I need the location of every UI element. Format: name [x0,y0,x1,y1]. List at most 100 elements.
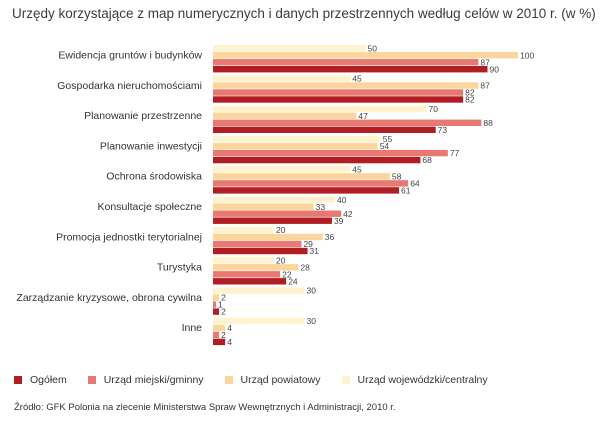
bar [213,278,287,285]
legend-swatch [341,376,350,384]
bar [213,112,357,119]
data-label: 2 [221,330,226,340]
data-label: 50 [368,43,378,53]
data-label: 1 [218,300,223,310]
data-label: 82 [465,88,475,98]
legend: Ogółem Urząd miejski/gminny Urząd powiatow… [14,374,509,386]
bar [213,82,479,89]
bar [213,119,482,126]
data-label: 40 [337,195,347,205]
bar [213,233,323,241]
bar [213,196,335,203]
legend-label: Urząd wojewódzki/centralny [357,374,488,386]
data-label: 22 [282,269,292,279]
data-label: 77 [450,148,460,158]
data-label: 45 [352,165,362,175]
data-label: 55 [383,134,393,144]
bar [213,96,464,103]
legend-label: Ogółem [30,374,67,386]
bar [213,126,436,133]
bar [213,75,351,82]
category-label: Konsultacje społeczne [98,201,203,213]
bar [213,317,305,325]
legend-label: Urząd powiatowy [240,374,321,386]
bar [213,287,305,294]
bar [213,271,281,278]
data-label: 61 [401,186,411,196]
bar [213,240,302,248]
bar [213,66,488,73]
category-label: Ewidencja gruntów i budynków [58,50,202,62]
legend-swatch [87,376,96,384]
bar [213,226,274,234]
data-label: 54 [380,141,390,151]
category-label: Planowanie inwestycji [100,140,202,152]
data-label: 39 [334,216,344,226]
bar [213,45,366,52]
data-label: 20 [276,225,286,235]
category-label: Inne [182,322,203,334]
data-label: 45 [352,74,362,84]
category-label: Promocja jednostki terytorialnej [56,231,202,243]
data-label: 42 [343,209,353,219]
category-label: Zarządzanie kryzysowe, obrona cywilna [16,292,202,304]
bar [213,142,378,150]
data-label: 30 [307,286,317,296]
chart-title: Urzędy korzystające z map numerycznych i… [12,6,596,21]
bar [213,149,448,157]
legend-item: Urząd miejski/gminny [87,374,204,386]
legend-swatch [14,376,22,384]
bar [213,301,217,308]
data-label: 73 [438,125,448,135]
bar [213,217,332,224]
data-label: 87 [480,57,490,67]
data-label: 82 [465,95,475,105]
data-label: 33 [316,202,326,212]
data-label: 2 [221,307,226,317]
data-label: 24 [288,276,298,286]
bar [213,59,479,66]
data-label: 2 [221,293,226,303]
data-label: 64 [410,179,420,189]
bar [213,210,342,217]
bar [213,156,421,164]
bar [213,180,409,187]
data-label: 100 [520,50,534,60]
bar [213,135,381,143]
legend-label: Urząd miejski/gminny [103,374,204,386]
data-label: 87 [480,81,490,91]
bar [213,264,299,271]
bar [213,52,518,59]
legend-item: Urząd wojewódzki/centralny [341,374,488,386]
category-label: Planowanie przestrzenne [84,110,202,122]
source-note: Źródło: GFK Polonia na zlecenie Minister… [14,402,396,413]
data-label: 58 [392,172,402,182]
bar [213,173,390,180]
bar [213,105,427,112]
data-label: 4 [227,337,232,347]
bar [213,247,308,255]
bar [213,294,220,301]
data-label: 29 [303,239,313,249]
data-label: 28 [300,262,310,272]
bar [213,338,226,346]
data-label: 36 [325,232,335,242]
bar [213,257,274,264]
bar [213,166,351,173]
bar [213,89,464,96]
data-label: 30 [307,316,317,326]
data-label: 90 [490,64,500,74]
legend-item: Ogółem [14,374,67,386]
bar [213,331,220,339]
legend-swatch [224,376,233,384]
data-label: 70 [429,104,439,114]
data-label: 20 [276,255,286,265]
bar [213,308,220,315]
bar [213,203,314,210]
data-label: 31 [310,246,320,256]
category-label: Ochrona środowiska [106,171,202,183]
legend-item: Urząd powiatowy [224,374,321,386]
category-label: Turystyka [157,262,202,274]
category-label: Gospodarka nieruchomościami [57,80,202,92]
